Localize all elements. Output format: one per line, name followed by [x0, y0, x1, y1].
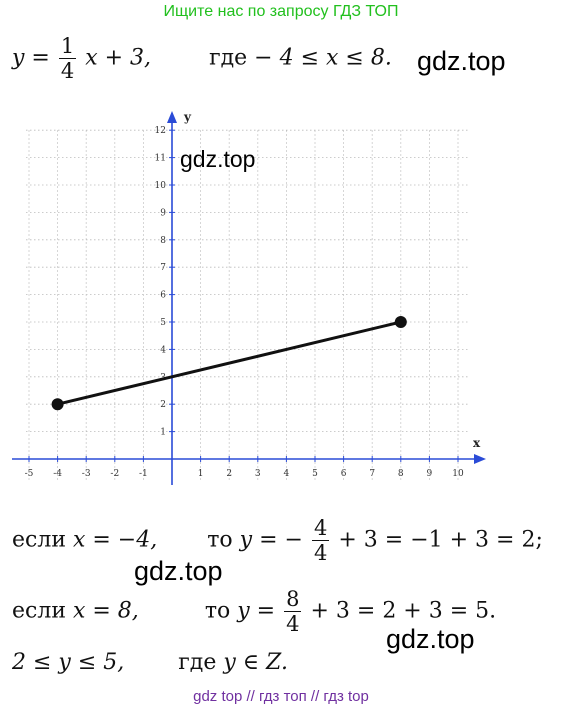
- y-tick-label: 9: [160, 208, 166, 218]
- grid: [26, 129, 470, 481]
- equation-where: где: [209, 45, 248, 71]
- fraction-denominator: 4: [60, 59, 75, 83]
- x-tick-label: 7: [369, 469, 375, 479]
- x-tick-label: -5: [25, 469, 34, 479]
- axes: xy: [12, 110, 486, 485]
- result-line: 2 ≤ y ≤ 5, где y ∈ Z.: [12, 650, 288, 675]
- y-tick-label: 12: [155, 126, 166, 136]
- footer-links: gdz top // гдз топ // гдз top: [193, 688, 369, 705]
- x-tick-label: 5: [312, 469, 318, 479]
- x-tick-label: 4: [284, 469, 290, 479]
- data-point: [51, 398, 64, 411]
- calc2-rest: + 3 = 2 + 3 = 5.: [310, 598, 497, 624]
- x-axis-label: x: [473, 436, 481, 450]
- calc-line-2: если x = 8, то y = 8 4 + 3 = 2 + 3 = 5.: [12, 587, 496, 636]
- result-set: y ∈ Z.: [223, 650, 288, 675]
- x-tick-label: 6: [341, 469, 347, 479]
- equation-condition: − 4 ≤ x ≤ 8.: [254, 45, 392, 71]
- series-line: [57, 320, 402, 406]
- x-tick-label: 10: [452, 469, 464, 479]
- y-tick-label: 4: [160, 345, 166, 355]
- equation-line: y = 1 4 x + 3, где − 4 ≤ x ≤ 8.: [12, 34, 392, 83]
- data-point: [394, 316, 407, 328]
- calc1-denominator: 4: [313, 541, 328, 565]
- calc1-cond: x = −4,: [72, 527, 158, 553]
- x-tick-label: -1: [139, 469, 148, 479]
- calc1-numerator: 4: [311, 516, 330, 541]
- calc1-lhs: y = −: [239, 527, 303, 553]
- x-tick-label: 2: [226, 469, 232, 479]
- x-tick-label: -4: [53, 469, 62, 479]
- fraction-numerator: 1: [58, 34, 77, 59]
- calc2-cond: x = 8,: [72, 598, 139, 624]
- y-tick-label: 5: [160, 318, 166, 328]
- y-tick-label: 11: [155, 154, 166, 164]
- calc2-numerator: 8: [284, 587, 302, 612]
- watermark-lower: gdz.top: [386, 624, 475, 654]
- y-tick-label: 7: [160, 263, 166, 273]
- y-tick-label: 8: [160, 236, 166, 246]
- y-tick-label: 10: [155, 181, 167, 191]
- x-tick-label: -2: [110, 469, 119, 479]
- x-axis-arrow: [474, 454, 486, 464]
- watermark-middle: gdz.top: [134, 556, 223, 586]
- calc-line-1: если x = −4, то y = − 4 4 + 3 = −1 + 3 =…: [12, 516, 543, 565]
- x-tick-label: 3: [255, 469, 261, 479]
- calc2-then: то: [204, 598, 231, 624]
- equation-fraction: 1 4: [58, 34, 77, 83]
- result-range: 2 ≤ y ≤ 5,: [12, 650, 125, 675]
- calc2-denominator: 4: [286, 612, 300, 636]
- series: [51, 316, 407, 411]
- calc1-if: если: [12, 527, 66, 553]
- promo-banner: Ищите нас по запросу ГДЗ ТОП: [163, 3, 399, 20]
- equation-rest: x + 3,: [85, 45, 152, 71]
- y-tick-label: 1: [160, 428, 166, 438]
- x-tick-label: 9: [427, 469, 433, 479]
- x-tick-label: 8: [398, 469, 404, 479]
- equation-lhs: y =: [12, 45, 50, 71]
- y-axis-arrow: [167, 111, 177, 123]
- y-tick-label: 2: [160, 400, 166, 410]
- calc2-fraction: 8 4: [284, 587, 302, 636]
- y-axis-label: y: [183, 110, 192, 124]
- watermark-top: gdz.top: [417, 46, 506, 76]
- calc1-rest: + 3 = −1 + 3 = 2;: [338, 527, 543, 553]
- x-tick-label: -3: [82, 469, 91, 479]
- x-tick-label: 1: [198, 469, 204, 479]
- calc1-then: то: [207, 527, 233, 553]
- y-tick-label: 6: [160, 291, 166, 301]
- result-where: где: [178, 650, 217, 675]
- calc2-if: если: [12, 598, 66, 624]
- watermark-graph: gdz.top: [180, 146, 256, 172]
- calc1-fraction: 4 4: [311, 516, 330, 565]
- calc2-lhs: y =: [237, 598, 276, 624]
